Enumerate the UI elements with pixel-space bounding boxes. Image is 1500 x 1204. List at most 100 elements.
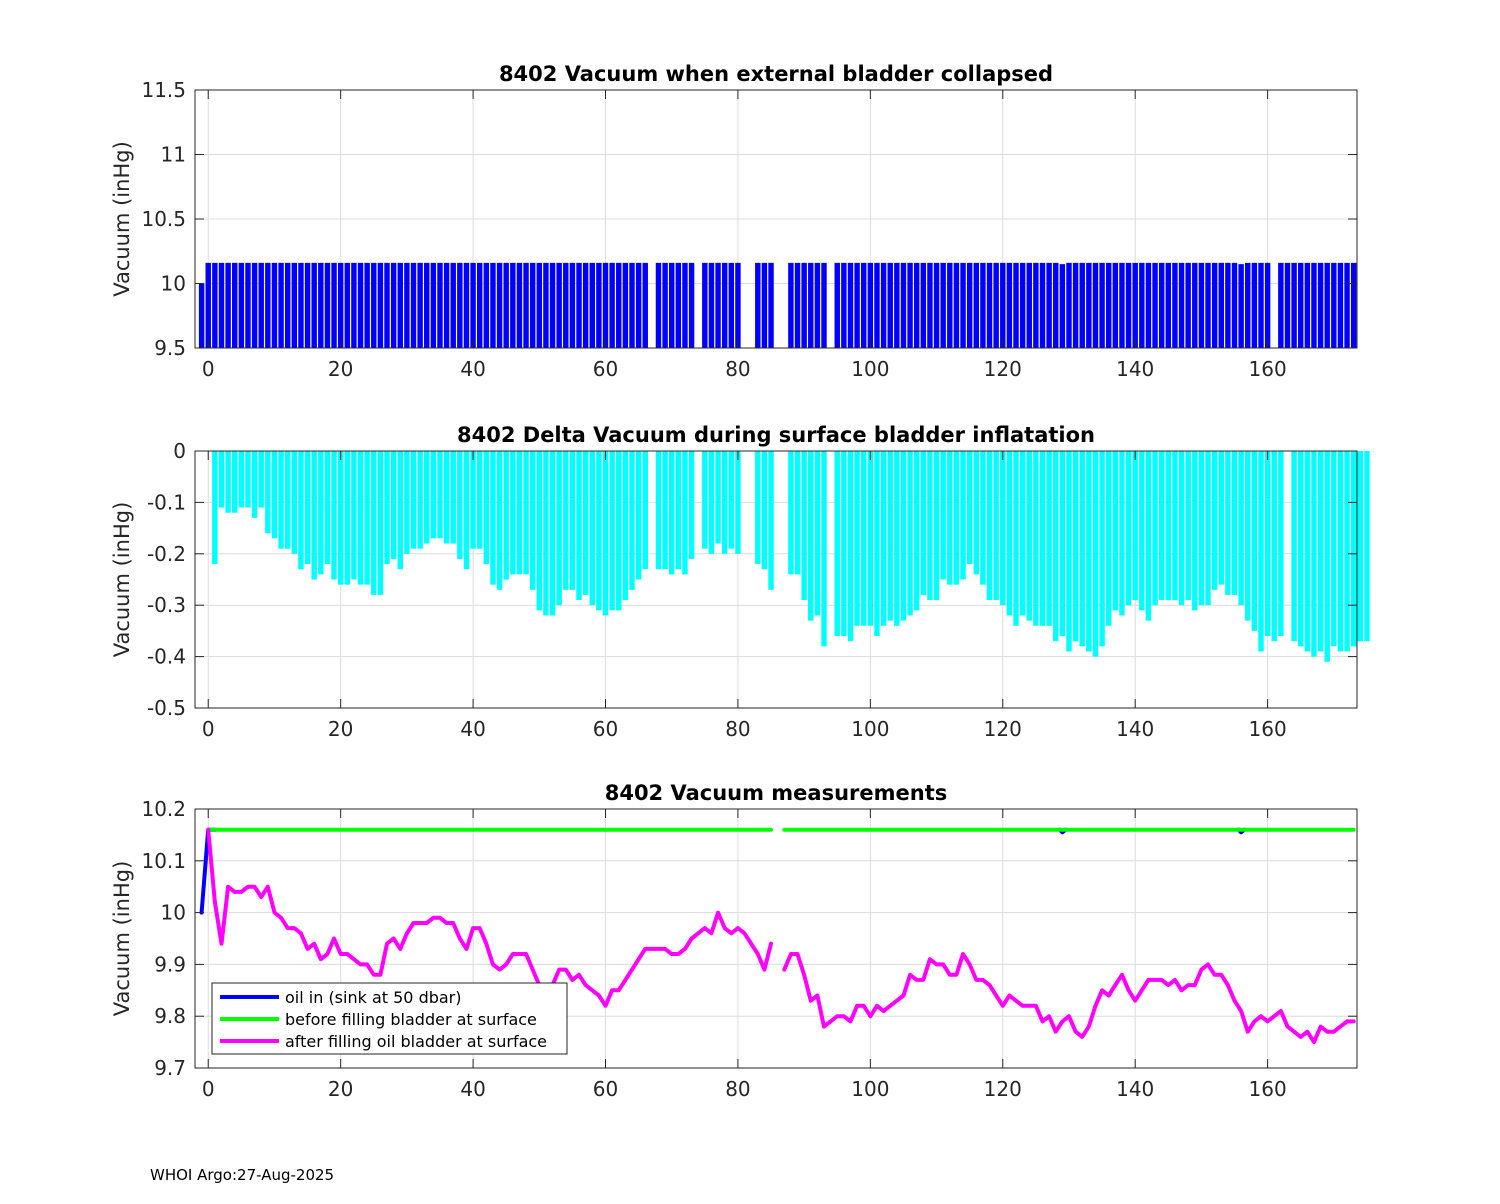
bar — [1291, 262, 1297, 348]
bar — [1324, 451, 1330, 662]
bar — [635, 451, 642, 580]
bar — [940, 262, 946, 348]
x-tick-label: 80 — [725, 1077, 750, 1101]
bar — [1350, 451, 1357, 647]
bar — [1178, 451, 1185, 606]
bar — [450, 262, 456, 348]
bar — [1099, 262, 1105, 348]
bar — [417, 262, 423, 348]
bar — [443, 262, 450, 348]
bar — [1145, 451, 1152, 621]
bar — [291, 451, 298, 554]
bar — [867, 451, 874, 626]
bar — [397, 262, 403, 348]
bar — [728, 262, 735, 348]
axes-box — [194, 808, 1358, 1069]
bar — [887, 262, 893, 348]
bar — [344, 262, 350, 348]
bar — [1092, 262, 1099, 348]
legend: oil in (sink at 50 dbar) before filling b… — [211, 982, 568, 1055]
bar — [1046, 451, 1052, 626]
bar — [1165, 451, 1172, 601]
bar — [1225, 451, 1231, 595]
bar — [662, 262, 668, 348]
bar — [907, 451, 913, 616]
bar — [980, 262, 986, 348]
bar — [1079, 262, 1085, 348]
bar — [298, 451, 304, 570]
y-tick-label: 10.5 — [141, 207, 186, 231]
bar — [556, 451, 562, 606]
bar — [463, 451, 470, 570]
bar — [721, 451, 728, 554]
bar — [933, 262, 940, 348]
bar — [364, 451, 370, 585]
bar — [966, 262, 973, 348]
y-tick-label: 9.5 — [154, 336, 186, 360]
chart-1: 0 20 40 60 80 100 120 140 160 9.5 10 10.5 11 11.5 8402… — [110, 62, 1358, 381]
bar — [1112, 451, 1119, 611]
bar — [337, 262, 344, 348]
bar — [1311, 262, 1317, 348]
bar — [794, 262, 801, 348]
x-tick-label: 20 — [328, 1077, 353, 1101]
bar — [1112, 262, 1119, 348]
bar — [278, 451, 284, 549]
y-tick-label: 10.1 — [141, 849, 186, 873]
bar — [1205, 451, 1211, 606]
bar — [1218, 451, 1224, 585]
x-tick-label: 40 — [460, 357, 485, 381]
bar — [1238, 264, 1244, 348]
bar — [470, 262, 476, 348]
bar — [344, 451, 350, 585]
y-tick-label: 11 — [161, 143, 186, 167]
bar — [1198, 262, 1205, 348]
bar — [371, 262, 377, 348]
bar — [1139, 451, 1145, 611]
bar — [1172, 262, 1178, 348]
bar — [629, 451, 635, 590]
bar — [582, 451, 589, 595]
bar — [232, 451, 238, 513]
series-line — [206, 827, 773, 1008]
bar — [1158, 451, 1165, 601]
bar — [735, 451, 741, 554]
bar — [887, 451, 893, 621]
bar — [768, 451, 774, 590]
bar — [1158, 262, 1165, 348]
bar — [596, 262, 602, 348]
x-tick-label: 120 — [984, 1077, 1022, 1101]
y-tick-label: -0.3 — [147, 593, 186, 617]
bar — [1139, 262, 1145, 348]
bar — [483, 451, 490, 565]
y-tick-label: 10.2 — [141, 797, 186, 821]
x-tick-label: 60 — [593, 357, 618, 381]
bar — [198, 283, 205, 348]
bar — [318, 451, 324, 575]
bar — [1053, 451, 1059, 642]
bar — [457, 451, 463, 559]
y-axis-label: Vacuum (inHg) — [110, 502, 134, 658]
bar — [1132, 262, 1138, 348]
bar — [761, 451, 768, 570]
footer-label: WHOI Argo:27-Aug-2025 — [150, 1166, 335, 1184]
bar — [1231, 262, 1238, 348]
bar — [1039, 451, 1046, 626]
bar — [510, 451, 516, 575]
bar — [861, 262, 867, 348]
y-tick-label: 0 — [173, 439, 186, 463]
bar — [490, 262, 496, 348]
bar — [768, 262, 774, 348]
bar — [655, 451, 662, 570]
bar — [609, 451, 615, 611]
bar — [1119, 451, 1125, 616]
bar — [1105, 262, 1112, 348]
bar — [1357, 451, 1364, 642]
bar — [715, 262, 721, 348]
bar — [238, 262, 245, 348]
bar — [1059, 264, 1066, 348]
x-tick-label: 100 — [851, 717, 889, 741]
bar — [476, 451, 483, 549]
x-tick-label: 120 — [984, 717, 1022, 741]
bar — [1178, 262, 1185, 348]
